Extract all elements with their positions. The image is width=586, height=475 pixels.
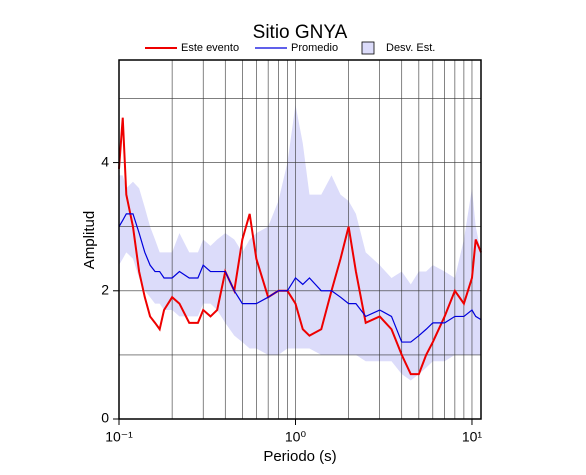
x-tick-label: 10¹ bbox=[462, 429, 483, 445]
legend-label: Desv. Est. bbox=[386, 42, 435, 54]
legend-label: Este evento bbox=[181, 42, 239, 54]
std-band bbox=[119, 104, 481, 381]
x-tick-label: 10⁻¹ bbox=[105, 429, 133, 445]
y-axis-label: Amplitud bbox=[81, 211, 98, 269]
x-tick-label: 10⁰ bbox=[285, 429, 307, 445]
legend-label: Promedio bbox=[291, 42, 338, 54]
y-tick-label: 2 bbox=[101, 281, 109, 297]
y-tick-label: 4 bbox=[101, 153, 109, 169]
y-tick-label: 0 bbox=[101, 410, 109, 426]
legend-swatch bbox=[361, 41, 375, 55]
chart-title: Sitio GNYA bbox=[253, 22, 348, 43]
series-line bbox=[118, 213, 482, 343]
plot-frame bbox=[118, 59, 482, 420]
x-axis-label: Periodo (s) bbox=[263, 448, 336, 465]
